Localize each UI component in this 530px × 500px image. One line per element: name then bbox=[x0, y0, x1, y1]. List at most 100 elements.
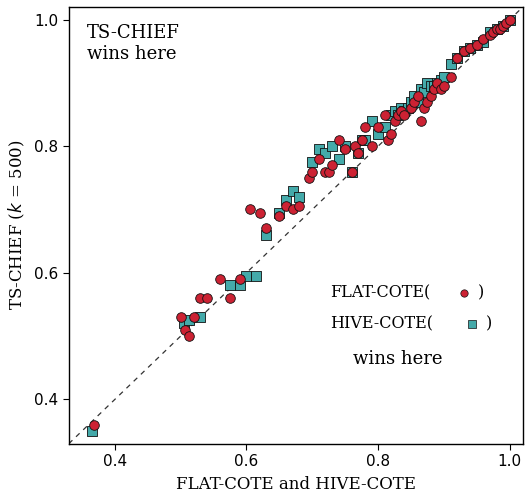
Point bbox=[357, 136, 366, 144]
Text: HIVE-COTE(: HIVE-COTE( bbox=[330, 315, 433, 332]
Point bbox=[427, 92, 435, 100]
Point bbox=[410, 92, 419, 100]
Point bbox=[324, 168, 333, 175]
Point bbox=[305, 174, 313, 182]
Point bbox=[440, 72, 448, 80]
Point bbox=[473, 41, 481, 49]
Point bbox=[420, 88, 428, 96]
Y-axis label: TS-CHIEF ($k$ = 500): TS-CHIEF ($k$ = 500) bbox=[7, 140, 27, 310]
Point bbox=[295, 202, 303, 210]
Point bbox=[242, 272, 251, 280]
Point bbox=[308, 168, 316, 175]
Point bbox=[466, 44, 474, 52]
Point bbox=[479, 34, 488, 42]
Point bbox=[479, 38, 488, 46]
Point bbox=[361, 123, 369, 131]
Point bbox=[381, 110, 389, 118]
Point bbox=[423, 98, 432, 106]
Point bbox=[496, 25, 504, 33]
Point bbox=[255, 208, 264, 216]
X-axis label: FLAT-COTE and HIVE-COTE: FLAT-COTE and HIVE-COTE bbox=[176, 476, 416, 493]
Point bbox=[410, 98, 419, 106]
Point bbox=[381, 123, 389, 131]
Point bbox=[417, 117, 425, 125]
Point bbox=[367, 117, 376, 125]
Point bbox=[203, 294, 211, 302]
Point bbox=[499, 22, 507, 30]
Point bbox=[374, 123, 382, 131]
Point bbox=[499, 22, 507, 30]
Point bbox=[288, 206, 297, 214]
Text: TS-CHIEF
wins here: TS-CHIEF wins here bbox=[87, 24, 180, 63]
Point bbox=[196, 313, 205, 321]
Point bbox=[492, 25, 501, 33]
Point bbox=[226, 282, 234, 290]
Text: ): ) bbox=[485, 315, 492, 332]
Point bbox=[387, 130, 395, 138]
Point bbox=[446, 72, 455, 80]
Point bbox=[321, 148, 330, 156]
Point bbox=[506, 16, 514, 24]
Point bbox=[397, 108, 405, 116]
Point bbox=[226, 294, 234, 302]
Point bbox=[430, 82, 438, 90]
Point bbox=[354, 148, 363, 156]
Point bbox=[361, 136, 369, 144]
Point bbox=[275, 212, 284, 220]
Point bbox=[453, 54, 461, 62]
Point bbox=[282, 196, 290, 204]
Point bbox=[430, 85, 438, 93]
Point bbox=[328, 142, 337, 150]
Point bbox=[390, 117, 399, 125]
Point bbox=[433, 79, 441, 87]
Point bbox=[262, 224, 270, 232]
Point bbox=[413, 98, 422, 106]
Point bbox=[252, 272, 261, 280]
Text: wins here: wins here bbox=[352, 350, 442, 368]
Point bbox=[394, 110, 402, 118]
Point bbox=[348, 168, 356, 175]
Point bbox=[432, 474, 440, 482]
Point bbox=[387, 110, 395, 118]
Point bbox=[275, 208, 284, 216]
Point bbox=[436, 85, 445, 93]
Point bbox=[176, 313, 185, 321]
Point bbox=[341, 142, 349, 150]
Point bbox=[190, 313, 198, 321]
Point bbox=[321, 168, 330, 175]
Point bbox=[413, 92, 422, 100]
Point bbox=[390, 108, 399, 116]
Point bbox=[433, 79, 441, 87]
Point bbox=[282, 202, 290, 210]
Point bbox=[489, 28, 498, 36]
Point bbox=[473, 41, 481, 49]
Point bbox=[400, 108, 409, 116]
Point bbox=[315, 155, 323, 163]
Point bbox=[460, 48, 468, 56]
Point bbox=[334, 155, 343, 163]
Point bbox=[288, 186, 297, 194]
Point bbox=[328, 161, 337, 169]
Point bbox=[436, 76, 445, 84]
Point bbox=[236, 275, 244, 283]
Point bbox=[351, 142, 359, 150]
Point bbox=[384, 136, 392, 144]
Point bbox=[90, 420, 98, 428]
Point bbox=[460, 48, 468, 56]
Point bbox=[466, 44, 474, 52]
Point bbox=[262, 231, 270, 239]
Point bbox=[374, 130, 382, 138]
Point bbox=[185, 332, 193, 340]
Point bbox=[423, 79, 432, 87]
Point bbox=[397, 104, 405, 112]
Point bbox=[245, 206, 254, 214]
Point bbox=[446, 60, 455, 68]
Point bbox=[196, 294, 205, 302]
Point bbox=[348, 168, 356, 175]
Point bbox=[181, 326, 190, 334]
Point bbox=[502, 19, 511, 27]
Point bbox=[236, 282, 244, 290]
Point bbox=[420, 430, 428, 438]
Point bbox=[184, 316, 193, 324]
Point bbox=[367, 142, 376, 150]
